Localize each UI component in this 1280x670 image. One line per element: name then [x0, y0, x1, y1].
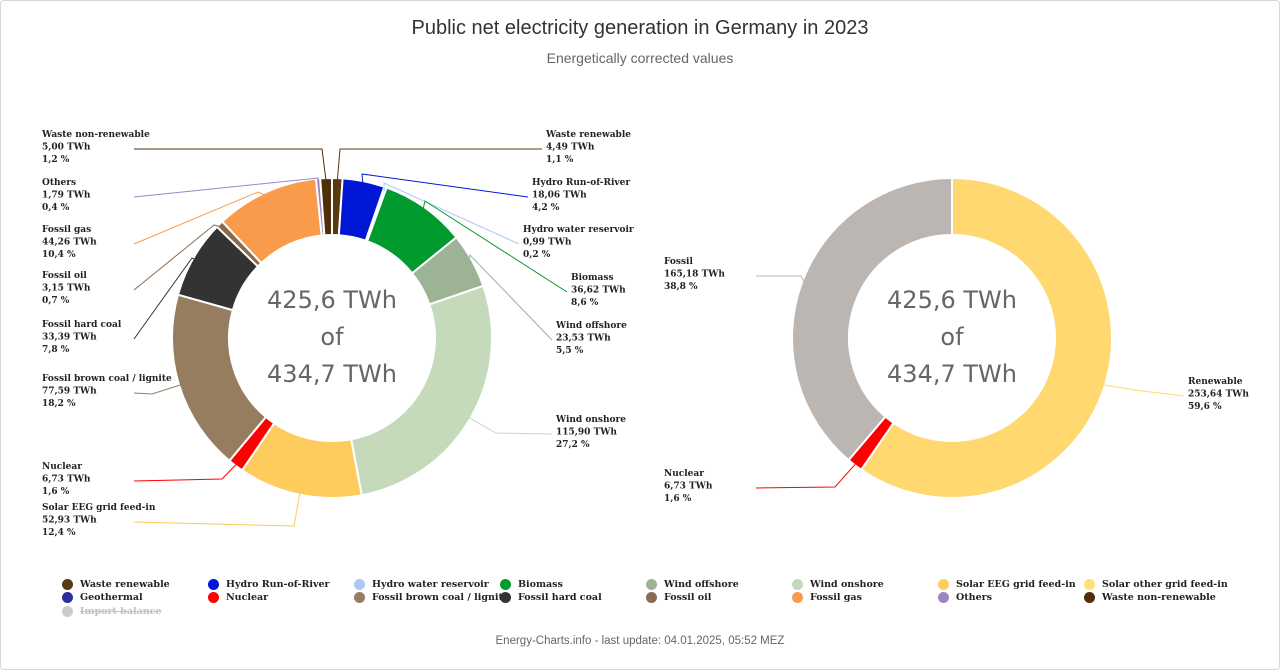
connector-solar-eeg-grid-feed-in — [133, 490, 301, 527]
legend-label: Waste renewable — [80, 578, 170, 590]
connector-nuclear — [133, 462, 239, 482]
legend-item-nuclear[interactable]: Nuclear — [208, 591, 268, 605]
donut-chart-2: Renewable 253,64 TWh 59,6 % Nuclear 6,73 TWh… — [664, 176, 1249, 504]
legend-label: Fossil gas — [810, 592, 862, 603]
legend-marker-icon — [208, 578, 219, 590]
data-label-hydro-run-of-river: Hydro Run-of-River 18,06 TWh 4,2 % — [532, 178, 630, 213]
connector-fossil-oil — [133, 224, 223, 291]
data-label-waste-renewable: Waste renewable 4,49 TWh 1,1 % — [545, 130, 631, 165]
connector-hydro-run-of-river — [361, 173, 529, 198]
legend-marker-icon — [354, 578, 365, 590]
legend-marker-icon — [1084, 578, 1095, 590]
connector-hydro-water-reservoir — [383, 182, 520, 245]
legend-marker-icon — [1084, 592, 1095, 603]
data-label-biomass: Biomass 36,62 TWh 8,6 % — [571, 273, 626, 308]
data-label-nuclear: Nuclear 6,73 TWh 1,6 % — [664, 469, 713, 504]
slice-renewable[interactable] — [859, 176, 1113, 499]
legend-item-wind-offshore[interactable]: Wind offshore — [646, 577, 739, 591]
legend-marker-icon — [62, 592, 73, 603]
connector-wind-offshore — [467, 253, 553, 341]
footer-credit: Energy-Charts.info - last update: 04.01.… — [495, 635, 785, 647]
legend-item-fossil-oil[interactable]: Fossil oil — [646, 591, 711, 605]
legend-marker-icon — [792, 578, 803, 590]
legend-marker-icon — [646, 592, 657, 603]
legend-item-import-balance[interactable]: Import balance — [62, 604, 161, 618]
slice-fossil[interactable] — [791, 176, 953, 462]
legend-label: Nuclear — [226, 592, 269, 603]
data-label-fossil-gas: Fossil gas 44,26 TWh 10,4 % — [42, 225, 97, 260]
data-label-fossil-oil: Fossil oil 3,15 TWh 0,7 % — [42, 271, 91, 306]
data-label-nuclear: Nuclear 6,73 TWh 1,6 % — [42, 462, 91, 497]
legend-label: Hydro water reservoir — [372, 578, 489, 590]
legend-label: Fossil brown coal / lignite — [372, 592, 509, 603]
legend-item-hydro-run-of-river[interactable]: Hydro Run-of-River — [208, 577, 330, 591]
legend-item-solar-other-grid-feed-in[interactable]: Solar other grid feed-in — [1084, 577, 1228, 591]
legend-label: Others — [956, 592, 992, 603]
connector-waste-renewable — [336, 148, 542, 183]
connector-fossil — [756, 275, 806, 285]
connector-others — [133, 177, 319, 198]
legend-label: Wind onshore — [810, 578, 884, 590]
data-label-wind-offshore: Wind offshore 23,53 TWh 5,5 % — [555, 321, 627, 356]
legend-label: Fossil hard coal — [518, 592, 602, 603]
legend-marker-icon — [500, 592, 511, 603]
legend-marker-icon — [792, 592, 803, 603]
legend-marker-icon — [938, 592, 949, 603]
data-label-fossil: Fossil 165,18 TWh 38,8 % — [664, 257, 725, 292]
legend-marker-icon — [354, 592, 365, 603]
legend-item-fossil-gas[interactable]: Fossil gas — [792, 591, 862, 605]
legend-marker-icon — [500, 578, 511, 590]
data-label-wind-onshore: Wind onshore 115,90 TWh 27,2 % — [555, 415, 626, 450]
legend-label: Waste non-renewable — [1102, 592, 1216, 603]
data-label-hydro-water-reservoir: Hydro water reservoir 0,99 TWh 0,2 % — [523, 225, 634, 260]
data-label-renewable: Renewable 253,64 TWh 59,6 % — [1188, 377, 1249, 412]
legend-label: Import balance — [80, 605, 162, 617]
connector-renewable — [1100, 383, 1185, 397]
legend-label: Solar EEG grid feed-in — [956, 578, 1076, 590]
connector-biomass — [422, 200, 568, 293]
data-label-others: Others 1,79 TWh 0,4 % — [42, 178, 91, 213]
legend-item-waste-non-renewable[interactable]: Waste non-renewable — [1084, 591, 1216, 605]
legend-label: Geothermal — [80, 592, 143, 603]
legend-item-biomass[interactable]: Biomass — [500, 577, 563, 591]
connector-fossil-gas — [133, 191, 268, 245]
legend-item-waste-renewable[interactable]: Waste renewable — [62, 577, 170, 591]
legend-item-others[interactable]: Others — [938, 591, 992, 605]
data-label-solar-eeg-grid-feed-in: Solar EEG grid feed-in 52,93 TWh 12,4 % — [42, 503, 156, 538]
legend-item-hydro-water-reservoir[interactable]: Hydro water reservoir — [354, 577, 489, 591]
slice-waste-non-renewable[interactable] — [319, 176, 333, 237]
data-label-fossil-hard-coal: Fossil hard coal 33,39 TWh 7,8 % — [42, 320, 122, 355]
connector-fossil-hard-coal — [133, 257, 197, 340]
legend-label: Hydro Run-of-River — [226, 578, 330, 590]
legend-marker-icon — [938, 578, 949, 590]
connector-fossil-brown-coal-lignite — [133, 383, 184, 395]
legend-label: Solar other grid feed-in — [1102, 578, 1228, 590]
legend-marker-icon — [646, 578, 657, 590]
legend-item-geothermal[interactable]: Geothermal — [62, 591, 143, 605]
legend-item-fossil-brown-coal-lignite[interactable]: Fossil brown coal / lignite — [354, 591, 509, 605]
center-label: 425,6 TWh of 434,7 TWh — [887, 286, 1017, 388]
legend-label: Biomass — [518, 578, 563, 590]
donut-chart-1: Waste renewable 4,49 TWh 1,1 % Hydro Run-of… — [41, 130, 634, 538]
legend-marker-icon — [62, 605, 73, 617]
legend-item-wind-onshore[interactable]: Wind onshore — [792, 577, 884, 591]
legend-item-solar-eeg-grid-feed-in[interactable]: Solar EEG grid feed-in — [938, 577, 1076, 591]
legend-marker-icon — [208, 592, 219, 603]
data-label-waste-non-renewable: Waste non-renewable 5,00 TWh 1,2 % — [41, 130, 150, 165]
legend-item-fossil-hard-coal[interactable]: Fossil hard coal — [500, 591, 602, 605]
slice-wind-onshore[interactable] — [349, 284, 493, 497]
connector-wind-onshore — [466, 415, 553, 435]
data-label-fossil-brown-coal-lignite: Fossil brown coal / lignite 77,59 TWh 18,2… — [42, 374, 172, 409]
connector-waste-non-renewable — [134, 148, 327, 183]
legend-marker-icon — [62, 578, 73, 590]
legend-label: Fossil oil — [664, 592, 712, 603]
legend-label: Wind offshore — [664, 578, 739, 590]
connector-nuclear — [755, 461, 858, 489]
chart-subtitle: Energetically corrected values — [546, 50, 734, 66]
chart-title: Public net electricity generation in Ger… — [411, 17, 869, 39]
center-label: 425,6 TWh of 434,7 TWh — [267, 286, 397, 388]
